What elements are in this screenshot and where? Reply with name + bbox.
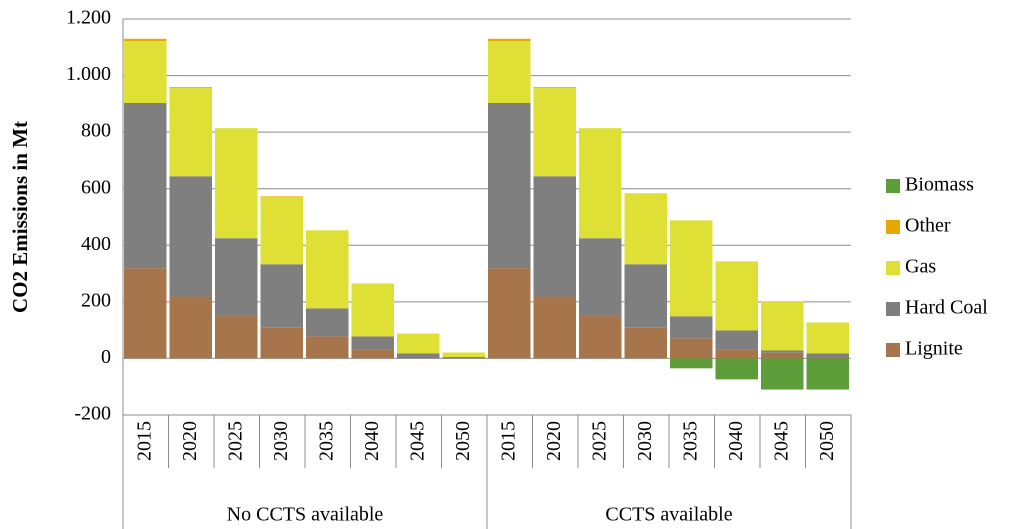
y-tick-label: 1.200 xyxy=(66,7,111,29)
bar-segment xyxy=(215,128,258,239)
bar-segment xyxy=(624,264,667,328)
legend-label: Other xyxy=(905,215,951,237)
x-tick-label: 2050 xyxy=(816,421,838,461)
x-tick-label: 2020 xyxy=(543,421,565,461)
bar-segment xyxy=(806,353,849,358)
bar-segment xyxy=(624,193,667,265)
x-tick-label: 2045 xyxy=(406,421,428,461)
bar-segment xyxy=(260,327,303,359)
legend-label: Gas xyxy=(905,256,936,278)
x-tick-label: 2015 xyxy=(133,421,155,461)
bar-segment xyxy=(215,315,258,359)
x-tick-label: 2040 xyxy=(725,421,747,461)
bar-segment xyxy=(169,296,212,359)
y-tick-label: -200 xyxy=(74,403,111,425)
bar-segment xyxy=(715,330,758,350)
bar-segment xyxy=(442,357,485,359)
legend-swatch xyxy=(886,261,900,275)
legend-swatch xyxy=(886,343,900,357)
bar-segment xyxy=(761,301,804,351)
y-tick-label: 800 xyxy=(81,120,111,142)
bar-segment xyxy=(306,230,349,309)
bar-segment xyxy=(761,358,804,390)
bar-segment xyxy=(533,296,576,359)
y-axis-title: CO2 Emissions in Mt xyxy=(8,121,32,313)
bar-segment xyxy=(488,268,531,359)
bar-segment xyxy=(670,220,713,317)
y-tick-label: 400 xyxy=(81,233,111,255)
legend-label: Biomass xyxy=(905,174,974,196)
bar-segment xyxy=(124,41,167,104)
bar-segment xyxy=(397,333,440,354)
y-tick-label: 200 xyxy=(81,289,111,311)
bar-segment xyxy=(306,336,349,359)
bar-segment xyxy=(761,352,804,359)
y-tick-label: 1.000 xyxy=(66,63,111,85)
bar-segment xyxy=(351,283,394,337)
x-tick-label: 2030 xyxy=(634,421,656,461)
bar-segment xyxy=(670,338,713,359)
bar-segment xyxy=(260,196,303,198)
bar-segment xyxy=(442,352,485,358)
bar-segment xyxy=(124,268,167,359)
bar-segment xyxy=(624,327,667,359)
bar-segment xyxy=(306,308,349,337)
bar-segment xyxy=(260,197,303,265)
bar-segment xyxy=(806,322,849,354)
bar-segment xyxy=(579,128,622,239)
group-label: No CCTS available xyxy=(227,504,384,526)
x-tick-label: 2025 xyxy=(224,421,246,461)
x-tick-label: 2050 xyxy=(452,421,474,461)
bar-segment xyxy=(215,238,258,316)
bar-segment xyxy=(124,103,167,269)
bar-segment xyxy=(488,41,531,104)
bar-segment xyxy=(806,358,849,390)
x-tick-label: 2045 xyxy=(770,421,792,461)
bar-segment xyxy=(670,316,713,339)
x-tick-label: 2035 xyxy=(679,421,701,461)
x-tick-label: 2025 xyxy=(588,421,610,461)
y-tick-label: 0 xyxy=(101,346,111,368)
bar-segment xyxy=(169,88,212,177)
y-tick-label: 600 xyxy=(81,176,111,198)
bar-segment xyxy=(488,38,531,42)
bar-segment xyxy=(579,238,622,316)
legend-label: Hard Coal xyxy=(905,297,988,319)
bar-segment xyxy=(169,176,212,297)
bar-segment xyxy=(715,349,758,359)
bar-segment xyxy=(397,353,440,359)
x-tick-label: 2015 xyxy=(497,421,519,461)
x-tick-label: 2040 xyxy=(361,421,383,461)
bar-segment xyxy=(579,315,622,359)
group-label: CCTS available xyxy=(605,504,732,526)
bar-segment xyxy=(169,87,212,89)
legend-swatch xyxy=(886,302,900,316)
bar-segment xyxy=(260,264,303,328)
bar-segment xyxy=(761,350,804,353)
x-tick-label: 2030 xyxy=(270,421,292,461)
bar-segment xyxy=(533,87,576,89)
bar-segment xyxy=(670,358,713,369)
bar-segment xyxy=(488,103,531,269)
bar-segment xyxy=(351,349,394,359)
bar-segment xyxy=(124,38,167,42)
bar-segment xyxy=(533,88,576,177)
legend-swatch xyxy=(886,220,900,234)
bar-segment xyxy=(806,357,849,359)
bar-segment xyxy=(351,336,394,350)
bar-segment xyxy=(715,358,758,380)
x-tick-label: 2020 xyxy=(179,421,201,461)
x-tick-label: 2035 xyxy=(315,421,337,461)
legend-label: Lignite xyxy=(905,338,963,360)
legend-swatch xyxy=(886,179,900,193)
bar-segment xyxy=(533,176,576,297)
bar-segment xyxy=(715,261,758,331)
